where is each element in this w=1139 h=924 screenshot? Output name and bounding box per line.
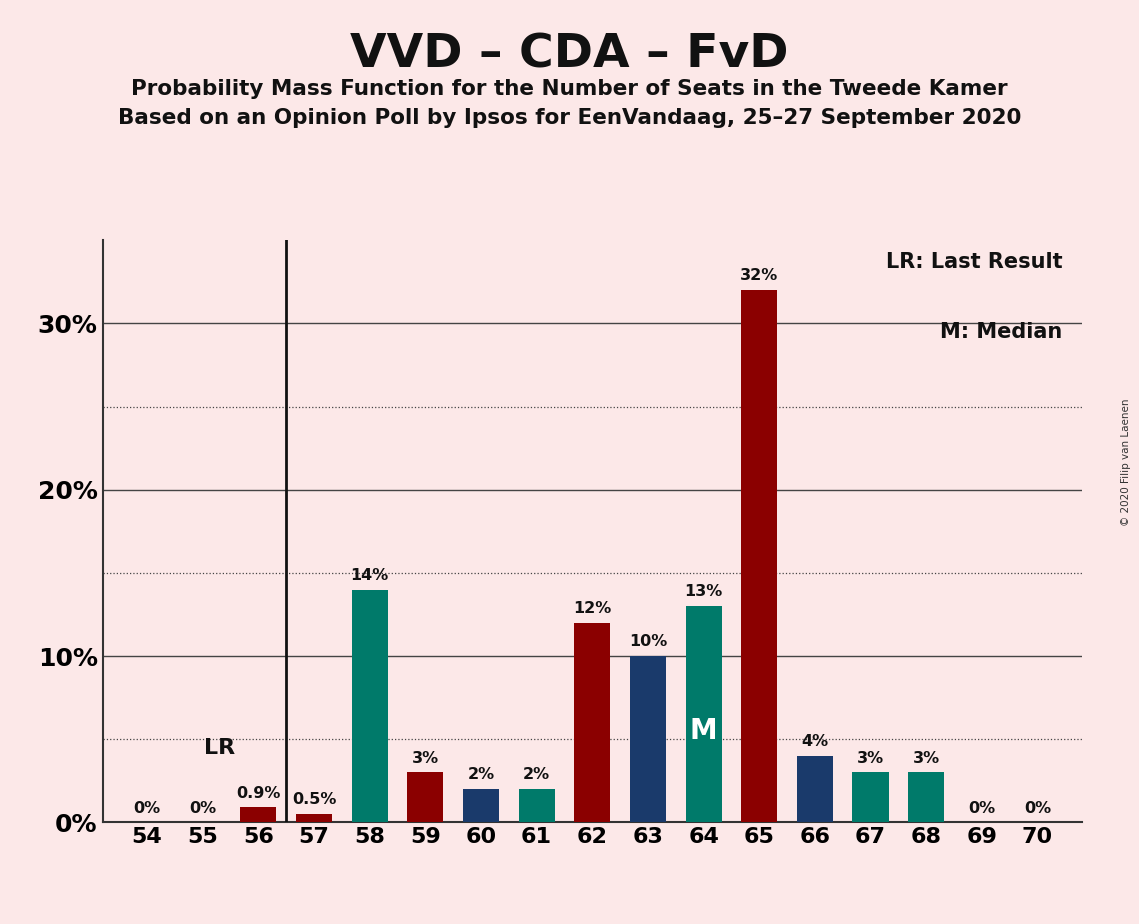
Bar [352,590,387,822]
Bar [518,789,555,822]
Bar [462,789,499,822]
Text: 0%: 0% [968,801,995,816]
Bar [908,772,944,822]
Text: LR: LR [204,737,235,758]
Text: 3%: 3% [412,751,439,766]
Text: M: M [690,717,718,745]
Bar [741,290,777,822]
Text: 4%: 4% [802,735,828,749]
Text: 0.9%: 0.9% [236,785,280,801]
Text: Probability Mass Function for the Number of Seats in the Tweede Kamer: Probability Mass Function for the Number… [131,79,1008,99]
Text: 2%: 2% [467,768,494,783]
Text: 12%: 12% [573,602,612,616]
Text: 0.5%: 0.5% [292,793,336,808]
Text: 2%: 2% [523,768,550,783]
Text: 10%: 10% [629,635,667,650]
Bar [630,656,666,822]
Bar [852,772,888,822]
Bar [797,756,833,822]
Bar [518,789,555,822]
Text: 0%: 0% [1024,801,1051,816]
Text: 0%: 0% [133,801,161,816]
Text: 3%: 3% [912,751,940,766]
Text: M: Median: M: Median [940,322,1063,342]
Bar [240,808,277,822]
Text: 0%: 0% [189,801,216,816]
Bar [797,756,833,822]
Text: 13%: 13% [685,585,723,600]
Text: © 2020 Filip van Laenen: © 2020 Filip van Laenen [1121,398,1131,526]
Bar [408,772,443,822]
Text: 14%: 14% [351,568,388,583]
Bar [462,789,499,822]
Bar [574,623,611,822]
Text: Based on an Opinion Poll by Ipsos for EenVandaag, 25–27 September 2020: Based on an Opinion Poll by Ipsos for Ee… [117,108,1022,128]
Bar [686,606,722,822]
Bar [296,814,333,822]
Text: 3%: 3% [857,751,884,766]
Text: LR: Last Result: LR: Last Result [886,252,1063,272]
Text: 32%: 32% [740,269,778,284]
Text: VVD – CDA – FvD: VVD – CDA – FvD [351,32,788,78]
Bar [908,772,944,822]
